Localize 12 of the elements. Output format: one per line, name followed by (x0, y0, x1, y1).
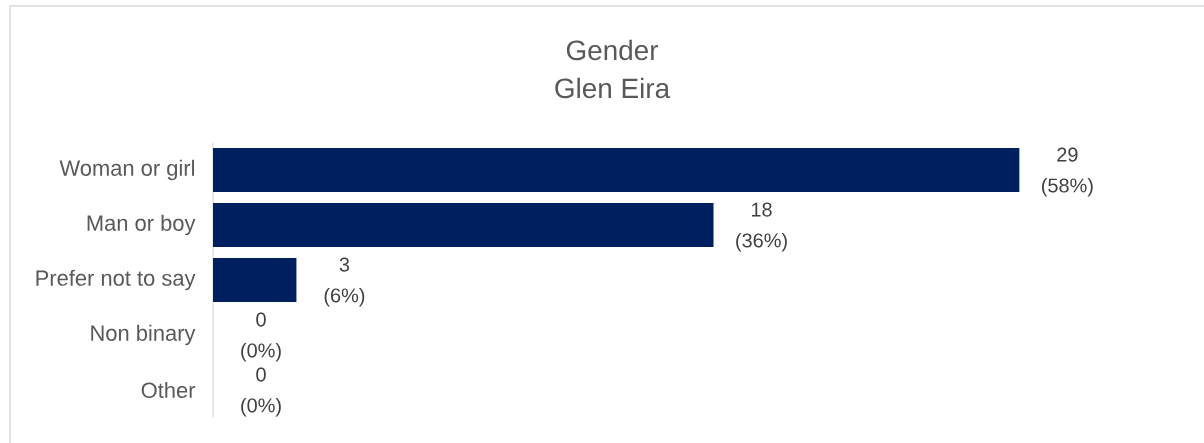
chart-title: Gender (566, 39, 659, 61)
y-tick-label: Woman or girl (59, 159, 194, 181)
data-label: 18 (36%) (736, 202, 787, 252)
data-label: 0 (0%) (241, 367, 281, 417)
y-tick-label: Prefer not to say (36, 269, 196, 291)
data-label: 29 (58%) (1042, 147, 1093, 197)
data-label: 3 (6%) (324, 257, 365, 307)
chart-subtitle: Glen Eira (555, 77, 671, 99)
y-tick-label: Other (141, 381, 196, 399)
y-tick-label: Non binary (91, 324, 196, 346)
data-label: 0 (0%) (241, 312, 281, 362)
y-tick-label: Man or boy (87, 214, 196, 236)
